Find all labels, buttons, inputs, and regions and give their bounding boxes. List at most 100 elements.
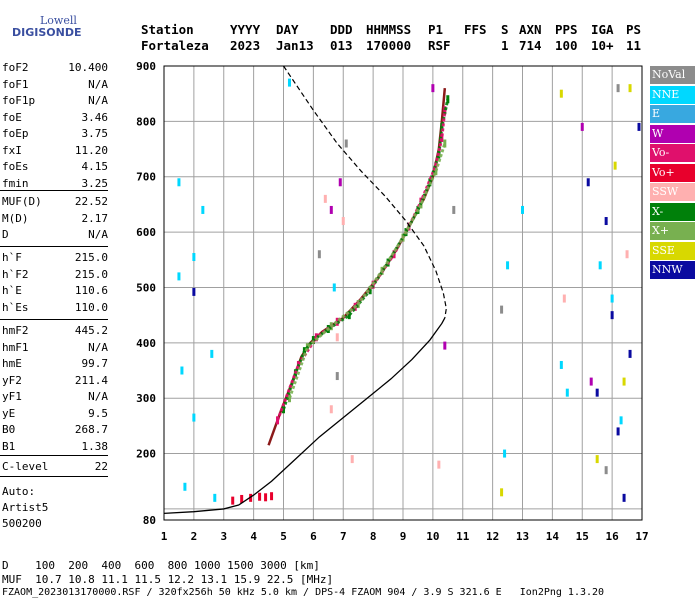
auto-line: Artist5 bbox=[2, 501, 49, 514]
echo-mark bbox=[192, 413, 196, 422]
param-row: yF2 211.4 bbox=[2, 374, 108, 390]
param-row: hmF2 445.2 bbox=[2, 324, 108, 340]
echo-mark bbox=[503, 449, 507, 458]
param-row: h`F 215.0 bbox=[2, 251, 108, 267]
echo-mark bbox=[625, 250, 629, 259]
y-tick-label: 200 bbox=[136, 448, 156, 461]
x-tick-label: 14 bbox=[546, 530, 560, 543]
x-tick-label: 2 bbox=[191, 530, 198, 543]
echo-mark bbox=[258, 492, 262, 501]
param-key: C-level bbox=[2, 460, 49, 473]
param-row: foEs 4.15 bbox=[2, 160, 108, 176]
param-separator bbox=[0, 246, 108, 247]
echo-mark bbox=[580, 122, 584, 131]
header-value-11: 11 bbox=[626, 38, 642, 53]
param-value: N/A bbox=[88, 77, 108, 91]
param-value: 3.46 bbox=[81, 110, 109, 124]
y-tick-label: 600 bbox=[136, 226, 156, 239]
echo-mark bbox=[565, 388, 569, 397]
auto-line: Auto: bbox=[2, 485, 36, 498]
param-separator bbox=[0, 319, 108, 320]
param-key: h`E bbox=[2, 284, 22, 297]
header-label-10: IGA bbox=[591, 22, 614, 37]
param-row: foE 3.46 bbox=[2, 111, 108, 127]
echo-mark bbox=[500, 305, 504, 314]
auto-line: 500200 bbox=[2, 517, 42, 530]
param-row: yE 9.5 bbox=[2, 407, 108, 423]
echo-mark bbox=[613, 161, 617, 170]
header-value-3: 013 bbox=[330, 38, 353, 53]
y-tick-label: 800 bbox=[136, 115, 156, 128]
param-value: N/A bbox=[88, 228, 108, 241]
echo-mark bbox=[350, 455, 354, 464]
param-row: C-level 22 bbox=[2, 460, 108, 476]
x-tick-label: 13 bbox=[516, 530, 529, 543]
echo-mark bbox=[437, 460, 441, 469]
echo-mark bbox=[616, 84, 620, 93]
param-key: B1 bbox=[2, 439, 16, 453]
header-label-5: P1 bbox=[428, 22, 444, 37]
param-key: B0 bbox=[2, 423, 16, 436]
header-label-0: Station bbox=[141, 22, 194, 37]
echo-mark bbox=[431, 84, 435, 93]
echo-mark bbox=[270, 492, 274, 501]
param-separator bbox=[0, 455, 108, 456]
x-tick-label: 15 bbox=[576, 530, 589, 543]
param-key: h`Es bbox=[2, 300, 29, 314]
param-row: hmE 99.7 bbox=[2, 357, 108, 373]
param-separator bbox=[0, 190, 108, 191]
electron-density-profile bbox=[163, 317, 446, 515]
param-key: yF1 bbox=[2, 390, 22, 403]
echo-mark bbox=[231, 496, 235, 505]
header-value-0: Fortaleza bbox=[141, 38, 209, 53]
echo-mark bbox=[201, 205, 205, 214]
echo-mark bbox=[341, 217, 345, 226]
echo-mark bbox=[595, 388, 599, 397]
param-key: hmF1 bbox=[2, 340, 29, 354]
header-label-8: AXN bbox=[519, 22, 542, 37]
param-value: N/A bbox=[88, 94, 108, 107]
param-value: N/A bbox=[88, 340, 108, 354]
logo-digisonde-text: DIGISONDE bbox=[12, 26, 82, 39]
header-value-9: 100 bbox=[555, 38, 578, 53]
param-row: B0 268.7 bbox=[2, 423, 108, 439]
legend-item: SSE bbox=[650, 241, 695, 260]
echo-mark bbox=[604, 217, 608, 226]
y-tick-label: 700 bbox=[136, 171, 156, 184]
param-row: hmF1 N/A bbox=[2, 341, 108, 357]
param-row: fmin 3.25 bbox=[2, 177, 108, 193]
legend-item: NNE bbox=[650, 85, 695, 104]
header-value-10: 10+ bbox=[591, 38, 614, 53]
param-key: h`F bbox=[2, 251, 22, 264]
footer-muf-row: MUF 10.7 10.8 11.1 11.5 12.2 13.1 15.9 2… bbox=[2, 573, 334, 586]
echo-mark bbox=[213, 493, 217, 502]
param-value: 2.17 bbox=[81, 211, 109, 225]
legend-item: SSW bbox=[650, 183, 695, 201]
param-value: 4.15 bbox=[81, 160, 109, 173]
y-tick-label: 400 bbox=[136, 337, 156, 350]
param-key: MUF(D) bbox=[2, 195, 42, 208]
param-row: foF2 10.400 bbox=[2, 61, 108, 77]
echo-band bbox=[276, 110, 447, 421]
echo-mark bbox=[323, 194, 327, 203]
legend-item: NNW bbox=[650, 261, 695, 279]
echo-mark bbox=[192, 253, 196, 262]
legend-item: W bbox=[650, 124, 695, 143]
echo-mark bbox=[616, 427, 620, 436]
header-label-2: DAY bbox=[276, 22, 299, 37]
param-value: 110.6 bbox=[74, 284, 108, 297]
header-value-4: 170000 bbox=[366, 38, 412, 53]
param-row: MUF(D) 22.52 bbox=[2, 195, 108, 211]
echo-band bbox=[288, 143, 447, 399]
echo-mark bbox=[589, 377, 593, 386]
echo-mark bbox=[604, 466, 608, 475]
header-label-6: FFS bbox=[464, 22, 487, 37]
echo-mark bbox=[562, 294, 566, 303]
echo-mark bbox=[598, 261, 602, 270]
param-key: hmF2 bbox=[2, 324, 29, 337]
legend-item: Vo+ bbox=[650, 163, 695, 182]
echo-mark bbox=[559, 360, 563, 369]
x-tick-label: 1 bbox=[161, 530, 168, 543]
echo-mark bbox=[287, 78, 291, 87]
x-tick-label: 10 bbox=[426, 530, 439, 543]
